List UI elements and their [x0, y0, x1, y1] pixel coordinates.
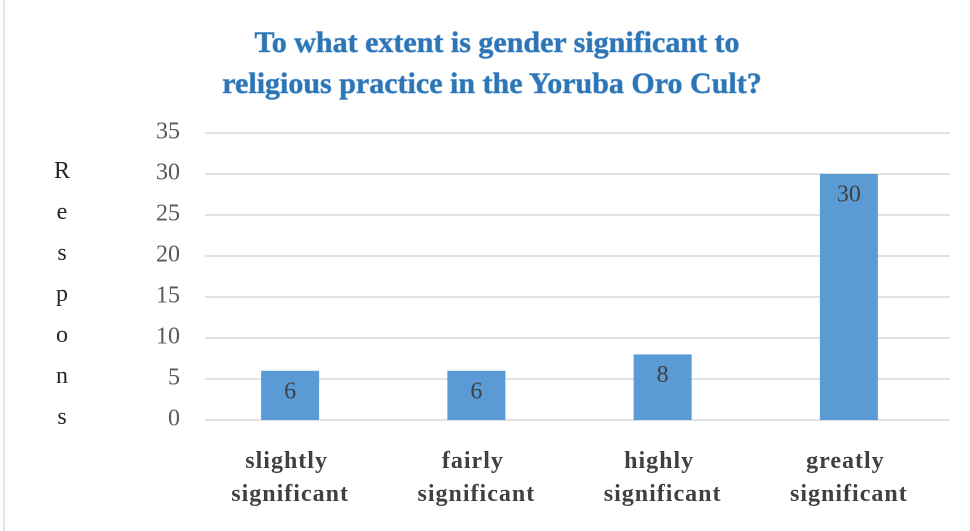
data-label: 6	[284, 378, 296, 404]
y-tick-label: 20	[156, 242, 180, 268]
x-tick-label: greatly significant	[790, 448, 908, 507]
bar	[633, 354, 692, 420]
x-tick-label: slightly significant	[231, 448, 349, 507]
bar	[261, 370, 320, 420]
bar	[447, 370, 506, 420]
y-tick-label: 25	[156, 201, 180, 227]
y-tick-label: 10	[156, 324, 180, 350]
chart-title: To what extent is gender significant to	[254, 26, 739, 59]
y-tick-label: 0	[168, 406, 180, 432]
data-label: 8	[657, 362, 669, 388]
y-tick-label: 35	[156, 119, 180, 145]
y-tick-label: 30	[156, 160, 180, 186]
x-tick-label: fairly significant	[418, 448, 536, 507]
data-label: 30	[837, 182, 861, 208]
x-tick-label: highly significant	[604, 448, 722, 507]
y-tick-label: 15	[156, 283, 180, 309]
y-tick-label: 5	[168, 365, 180, 391]
chart-title: religious practice in the Yoruba Oro Cul…	[222, 67, 761, 100]
data-label: 6	[470, 378, 482, 404]
bar	[819, 174, 878, 420]
